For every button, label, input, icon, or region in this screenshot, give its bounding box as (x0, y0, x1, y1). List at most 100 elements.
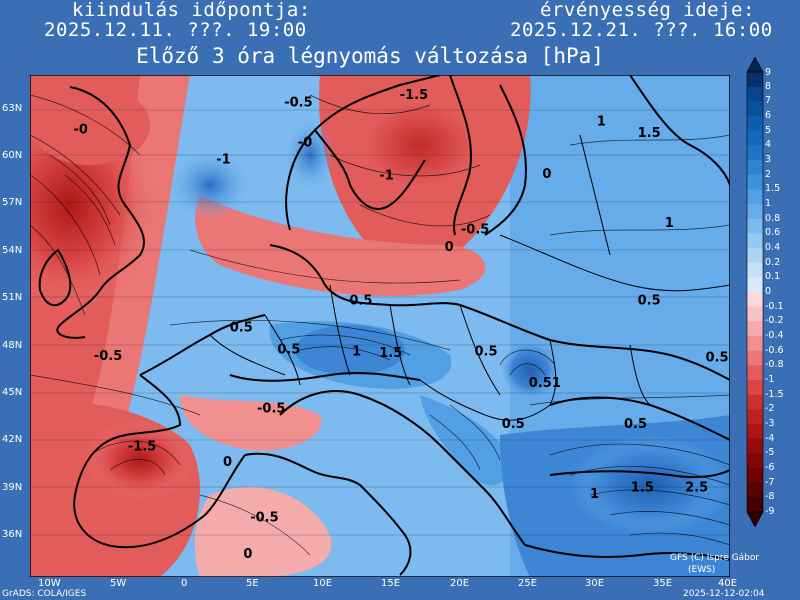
lat-label: 48N (2, 340, 23, 351)
colorbar-label: 0.1 (765, 271, 781, 283)
contour-label: 0 (445, 240, 454, 255)
colorbar-segment (747, 130, 763, 146)
contour-label: 0.5 (624, 417, 647, 432)
colorbar-segment (747, 350, 763, 366)
contour-label: -0 (74, 123, 88, 138)
colorbar-label: -0.1 (765, 300, 784, 312)
colorbar-segment (747, 438, 763, 454)
contour-label: 1 (597, 115, 606, 130)
colorbar-label: -9 (765, 506, 775, 517)
init-time-value: 2025.12.11. ???. 19:00 (44, 19, 307, 41)
colorbar-label: -0.8 (765, 359, 784, 371)
colorbar-label: 0 (765, 286, 772, 297)
lon-label: 35E (653, 578, 673, 589)
colorbar-segment (747, 380, 763, 395)
colorbar-segment (747, 248, 763, 263)
contour-label: 1.5 (631, 481, 654, 496)
lat-label: 60N (2, 150, 23, 161)
contour-label: 0.5 (475, 344, 498, 359)
colorbar-label: 0.4 (765, 242, 781, 253)
colorbar-segment (747, 277, 763, 293)
lat-label: 39N (2, 482, 23, 493)
map-title: Előző 3 óra légnyomás változása [hPa] (136, 44, 604, 68)
colorbar-label: -0.6 (765, 344, 784, 356)
contour-label: -1.5 (128, 439, 156, 454)
contour-label: -1 (379, 169, 393, 184)
colorbar-segment (747, 101, 763, 117)
colorbar-label: 1.5 (765, 183, 781, 195)
colorbar-segment (747, 453, 763, 469)
pressure-change-map: -0.5 -1.5 -0 -0 -1 -1 1.5 1 0 1 0 -0.5 0.5 0.5 0.5 -0.5… (30, 75, 730, 577)
lon-label: 15E (381, 578, 401, 589)
grads-label: GrADS: COLA/IGES (2, 589, 87, 599)
colorbar-segment (747, 145, 763, 161)
contour-label: 1.5 (638, 126, 661, 141)
contour-label: 0.5 (706, 351, 729, 366)
colorbar-segment (747, 116, 763, 131)
colorbar-label: 0.6 (765, 227, 781, 239)
lat-label: 57N (2, 197, 23, 208)
credit-line-1: GFS (C) Ispre Gábor (670, 553, 760, 563)
colorbar-segment (747, 262, 763, 278)
colorbar-label: -1.5 (765, 388, 784, 400)
colorbar-label: -0.2 (765, 315, 784, 327)
colorbar-label: 4 (765, 139, 772, 151)
lon-label: 40E (718, 578, 738, 589)
colorbar-label: 6 (765, 110, 772, 121)
colorbar-label: 0.2 (765, 256, 781, 268)
lat-label: 51N (2, 292, 23, 303)
lon-label: 25E (518, 578, 538, 589)
colorbar-segment (747, 424, 763, 439)
lon-label: 0 (181, 578, 188, 589)
contour-label: 0.5 (502, 417, 525, 432)
lon-label: 20E (450, 578, 470, 589)
colorbar (746, 57, 764, 527)
lat-label: 42N (2, 434, 23, 445)
contour-label: 0.5 (638, 294, 661, 309)
contour-label: -0.5 (250, 511, 278, 526)
colorbar-segment (747, 306, 763, 322)
colorbar-segment (747, 292, 763, 307)
colorbar-label: 7 (765, 95, 772, 107)
colorbar-label: -0.4 (765, 330, 784, 341)
colorbar-segment (747, 72, 763, 87)
colorbar-segment (747, 204, 763, 219)
valid-time-value: 2025.12.21. ???. 16:00 (510, 19, 773, 41)
contour-label: 0 (243, 547, 252, 562)
colorbar-segment (747, 218, 763, 234)
lat-label: 36N (2, 529, 23, 540)
colorbar-segment (747, 189, 763, 205)
colorbar-max-arrow (746, 57, 764, 73)
lat-label: 54N (2, 245, 23, 256)
init-time-label: kiindulás időpontja: (72, 0, 311, 21)
colorbar-label: 5 (765, 124, 772, 136)
colorbar-label: 0.8 (765, 212, 781, 224)
colorbar-segment (747, 394, 763, 410)
contour-labels: -0.5 -1.5 -0 -0 -1 -1 1.5 1 0 1 0 -0.5 0.5 0.5 0.5 -0.5… (74, 88, 729, 562)
lat-label: 63N (2, 103, 23, 114)
colorbar-label: -1 (765, 374, 775, 385)
contour-label: -0.5 (94, 349, 122, 364)
colorbar-label: -4 (765, 432, 775, 444)
colorbar-label: -5 (765, 447, 775, 459)
contour-label: 2.5 (685, 481, 708, 496)
contour-label: 0.5 (349, 294, 372, 309)
lon-label: 5E (246, 578, 259, 589)
contour-label: 1 (590, 487, 599, 502)
colorbar-segment (747, 336, 763, 351)
contour-label: 0.5 (277, 343, 300, 358)
colorbar-segment (747, 160, 763, 175)
colorbar-label: 2 (765, 168, 772, 180)
colorbar-segment (747, 321, 763, 337)
contour-label: -0 (298, 135, 312, 150)
colorbar-label: 8 (765, 80, 772, 92)
colorbar-label: 9 (765, 67, 772, 78)
contour-label: -0.5 (257, 401, 285, 416)
contour-label: 1 (665, 216, 674, 231)
colorbar-label: -2 (765, 403, 775, 415)
contour-label: 0.5 (230, 321, 253, 336)
valid-time-label: érvényesség ideje: (540, 0, 755, 21)
colorbar-min-arrow (746, 511, 764, 527)
contour-label: 0 (223, 455, 232, 470)
colorbar-label: -8 (765, 491, 775, 503)
